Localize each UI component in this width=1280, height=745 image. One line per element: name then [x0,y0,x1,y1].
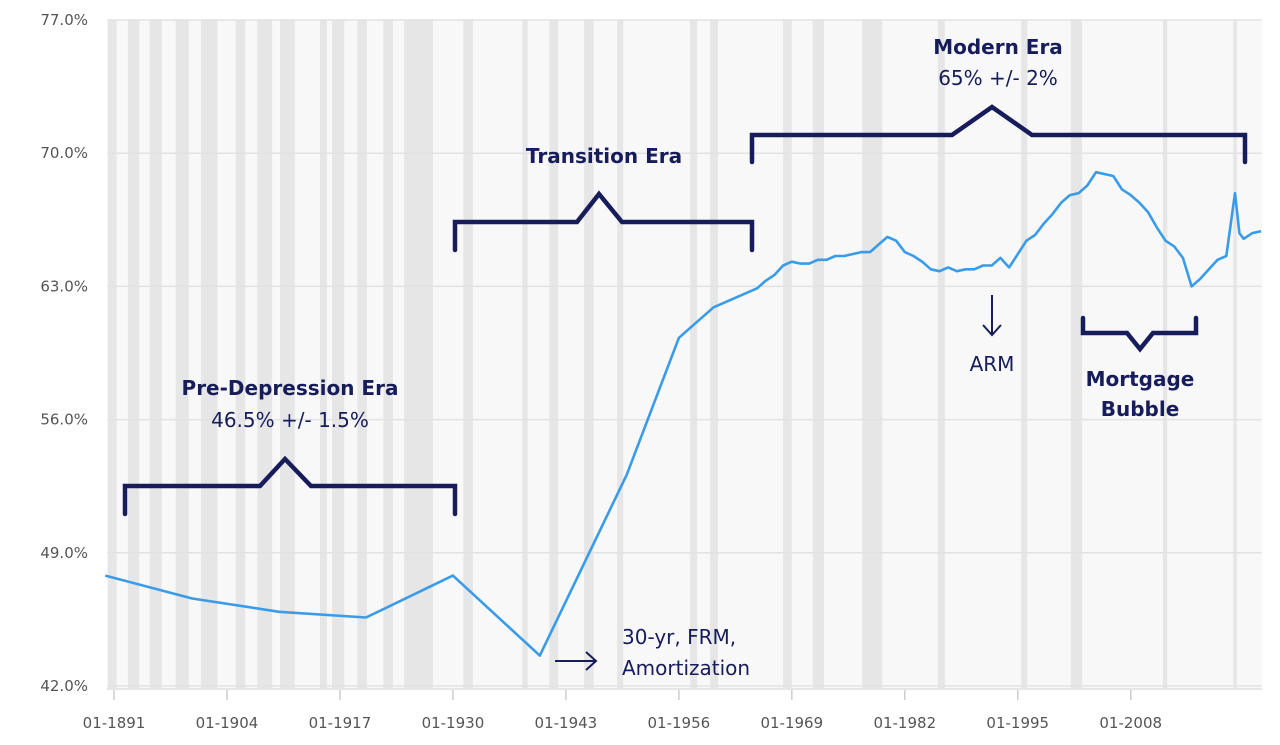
x-tick-label: 01-2008 [1099,714,1162,732]
x-tick-label: 01-1956 [648,714,711,732]
mortgage-bubble-annotation: Mortgage Bubble [1080,315,1199,421]
arrow-right-icon [555,651,598,671]
series-line [104,170,1262,657]
shaded-bands [107,20,1237,688]
transition-title: Transition Era [526,144,682,168]
x-tick-label: 01-1969 [760,714,823,732]
mortgage-bubble-line2: Bubble [1101,397,1180,421]
shaded-band [710,20,718,688]
arm-annotation: ARM [970,295,1015,376]
pre-depression-bracket [122,455,458,517]
x-tick-label: 01-1930 [422,714,485,732]
transition-bracket [452,190,755,253]
x-tick-label: 01-1982 [873,714,936,732]
shaded-band [937,20,945,688]
pre-depression-title: Pre-Depression Era [182,376,399,400]
modern-range: 65% +/- 2% [938,66,1058,90]
pre-depression-range: 46.5% +/- 1.5% [211,408,369,432]
x-tick-label: 01-1891 [83,714,146,732]
shaded-band [383,20,393,688]
shaded-band [690,20,698,688]
modern-annotation: Modern Era 65% +/- 2% [749,35,1248,165]
x-tick-label: 01-1995 [986,714,1049,732]
shaded-band [332,20,345,688]
shaded-band [1070,20,1083,688]
frm-annotation: 30-yr, FRM, Amortization [555,625,750,680]
shaded-band [279,20,295,688]
y-tick-label: 49.0% [40,544,88,562]
shaded-band [463,20,473,688]
arrow-down-icon [982,295,1002,337]
arm-label: ARM [970,352,1015,376]
y-tick-label: 63.0% [40,277,88,295]
plot-background [107,20,1262,688]
mortgage-bubble-line1: Mortgage [1086,367,1195,391]
shaded-band [522,20,528,688]
y-tick-label: 56.0% [40,411,88,429]
x-tick-label: 01-1904 [196,714,259,732]
y-tick-label: 42.0% [40,677,88,695]
x-axis: 01-1891 01-1904 01-1917 01-1930 01-1943 01-19… [83,688,1262,732]
shaded-band [200,20,218,688]
shaded-band [1021,20,1028,688]
shaded-band [127,20,140,688]
modern-bracket [749,104,1248,165]
shaded-band [319,20,327,688]
frm-line2: Amortization [622,656,750,680]
shaded-band [812,20,824,688]
shaded-band [783,20,792,688]
y-axis: 42.0% 49.0% 56.0% 63.0% 70.0% 77.0% [40,11,88,695]
shaded-band [235,20,246,688]
frm-line1: 30-yr, FRM, [622,625,736,649]
mortgage-bubble-bracket [1080,315,1199,353]
shaded-band [1162,20,1168,688]
x-tick-label: 01-1943 [535,714,598,732]
y-tick-label: 77.0% [40,11,88,29]
pre-depression-annotation: Pre-Depression Era 46.5% +/- 1.5% [122,376,458,517]
shaded-band [107,20,117,688]
shaded-band [149,20,162,688]
shaded-band [617,20,624,688]
shaded-band [549,20,559,688]
x-tick-label: 01-1917 [309,714,372,732]
shaded-band [1233,20,1237,688]
modern-title: Modern Era [933,35,1063,59]
shaded-band [862,20,883,688]
shaded-band [257,20,273,688]
transition-annotation: Transition Era [452,144,755,253]
shaded-band [404,20,433,688]
shaded-band [357,20,367,688]
shaded-band [584,20,594,688]
y-tick-label: 70.0% [40,144,88,162]
gridlines [107,19,1262,687]
shaded-band [175,20,189,688]
